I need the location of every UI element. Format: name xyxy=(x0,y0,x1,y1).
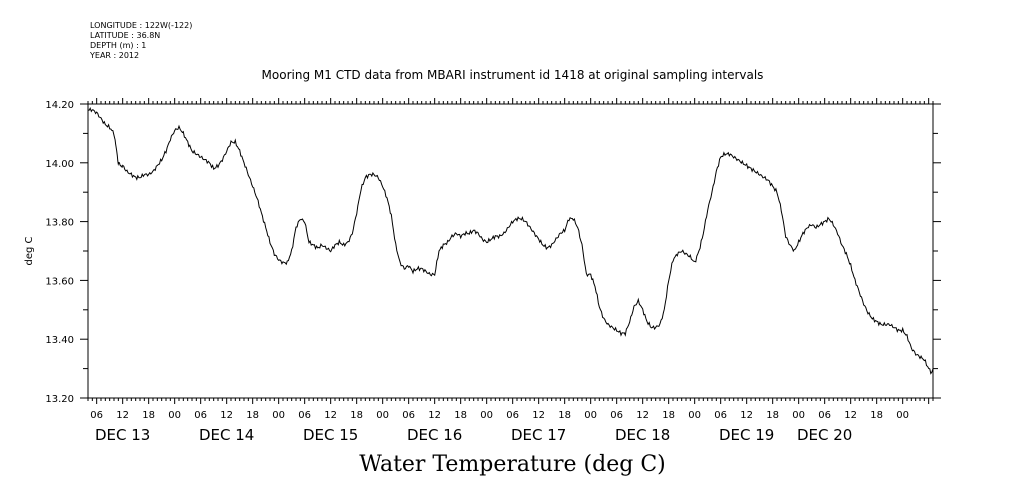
x-hour-tick-label: 06 xyxy=(610,410,623,421)
x-hour-tick-label: 06 xyxy=(714,410,727,421)
chart-title: Mooring M1 CTD data from MBARI instrumen… xyxy=(261,68,764,82)
x-hour-tick-label: 00 xyxy=(688,410,701,421)
longitude-label: LONGITUDE : 122W(-122) xyxy=(90,21,193,30)
x-hour-tick-label: 18 xyxy=(870,410,883,421)
x-day-label: DEC 14 xyxy=(199,426,254,444)
depth-label: DEPTH (m) : 1 xyxy=(90,41,147,50)
y-axis: 13.20 13.40 13.60 13.80 14.00 14.20 xyxy=(45,100,941,405)
x-hour-tick-label: 12 xyxy=(324,410,337,421)
x-day-label: DEC 20 xyxy=(797,426,852,444)
x-hour-tick-label: 06 xyxy=(818,410,831,421)
latitude-label: LATITUDE : 36.8N xyxy=(90,31,161,40)
x-hour-tick-label: 18 xyxy=(766,410,779,421)
x-hour-tick-label: 06 xyxy=(90,410,103,421)
x-day-label: DEC 18 xyxy=(615,426,670,444)
x-hour-tick-label: 18 xyxy=(454,410,467,421)
x-day-label: DEC 16 xyxy=(407,426,462,444)
x-hour-tick-label: 12 xyxy=(220,410,233,421)
plot-frame xyxy=(87,103,934,399)
x-hour-tick-label: 12 xyxy=(636,410,649,421)
x-hour-tick-label: 06 xyxy=(194,410,207,421)
year-label: YEAR : 2012 xyxy=(90,51,140,60)
y-tick-label: 13.80 xyxy=(45,218,74,229)
x-hour-tick-label: 00 xyxy=(272,410,285,421)
x-hour-tick-label: 12 xyxy=(844,410,857,421)
x-hour-tick-label: 18 xyxy=(662,410,675,421)
x-axis: 06 12 18 00 06 12 18 00 06 12 18 00 06 12 18 00 06 12 18 00… xyxy=(87,98,934,444)
x-hour-tick-label: 00 xyxy=(896,410,909,421)
x-axis-title: Water Temperature (deg C) xyxy=(359,452,666,477)
x-hour-tick-label: 06 xyxy=(402,410,415,421)
x-hour-tick-label: 00 xyxy=(376,410,389,421)
y-tick-label: 14.00 xyxy=(45,159,74,170)
x-hour-tick-label: 18 xyxy=(142,410,155,421)
y-tick-label: 14.20 xyxy=(45,100,74,111)
x-hour-tick-label: 06 xyxy=(298,410,311,421)
x-day-label: DEC 13 xyxy=(95,426,150,444)
x-hour-tick-label: 00 xyxy=(480,410,493,421)
y-axis-label: deg C xyxy=(24,236,35,265)
x-day-label: DEC 15 xyxy=(303,426,358,444)
x-hour-tick-label: 12 xyxy=(428,410,441,421)
y-tick-label: 13.60 xyxy=(45,276,74,287)
x-hour-tick-label: 18 xyxy=(558,410,571,421)
x-hour-tick-label: 18 xyxy=(350,410,363,421)
x-hour-tick-label: 12 xyxy=(532,410,545,421)
y-tick-label: 13.20 xyxy=(45,394,74,405)
temperature-series-line xyxy=(87,106,934,375)
x-hour-tick-label: 00 xyxy=(792,410,805,421)
x-hour-tick-label: 06 xyxy=(506,410,519,421)
x-hour-tick-label: 18 xyxy=(246,410,259,421)
x-hour-tick-label: 00 xyxy=(168,410,181,421)
x-hour-tick-label: 12 xyxy=(740,410,753,421)
x-hour-tick-label: 12 xyxy=(116,410,129,421)
x-day-label: DEC 17 xyxy=(511,426,566,444)
x-hour-tick-label: 00 xyxy=(584,410,597,421)
metadata-block: LONGITUDE : 122W(-122) LATITUDE : 36.8N … xyxy=(90,21,192,61)
x-day-label: DEC 19 xyxy=(719,426,774,444)
y-tick-label: 13.40 xyxy=(45,335,74,346)
